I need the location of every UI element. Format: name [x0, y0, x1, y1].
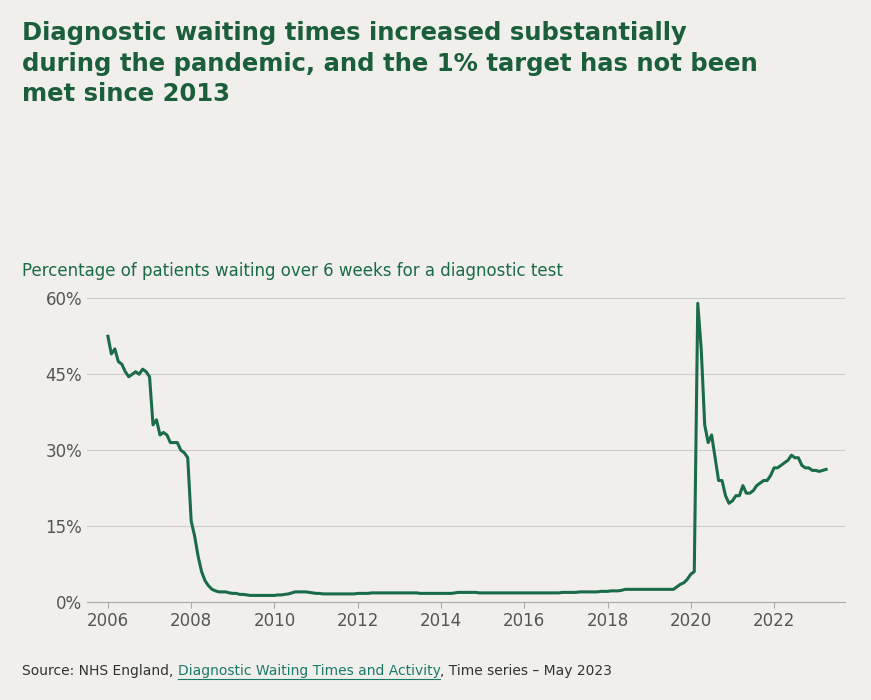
Text: Diagnostic Waiting Times and Activity: Diagnostic Waiting Times and Activity: [178, 664, 441, 678]
Text: Percentage of patients waiting over 6 weeks for a diagnostic test: Percentage of patients waiting over 6 we…: [22, 262, 563, 281]
Text: Source: NHS England,: Source: NHS England,: [22, 664, 178, 678]
Text: , Time series – May 2023: , Time series – May 2023: [441, 664, 612, 678]
Text: Diagnostic waiting times increased substantially
during the pandemic, and the 1%: Diagnostic waiting times increased subst…: [22, 21, 758, 106]
